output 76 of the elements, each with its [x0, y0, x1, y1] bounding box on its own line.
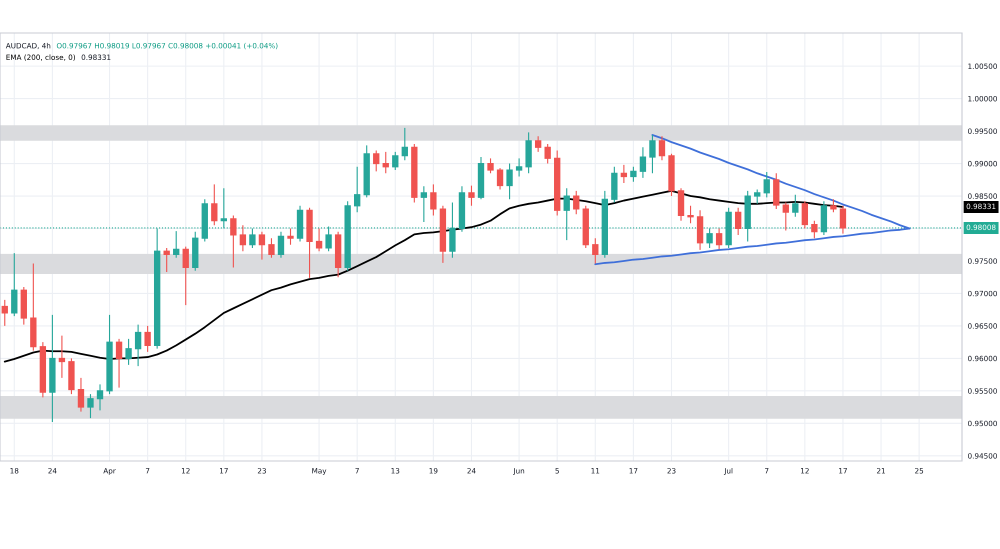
candlestick	[754, 188, 760, 204]
candlestick	[58, 335, 66, 378]
candlestick	[316, 228, 322, 252]
candlestick	[468, 185, 475, 206]
candlestick	[496, 168, 504, 190]
candlestick	[2, 299, 8, 326]
candlestick	[478, 156, 484, 200]
candlestick	[20, 286, 27, 326]
candlestick	[78, 377, 84, 412]
candlestick	[96, 384, 104, 411]
candlestick	[134, 324, 142, 367]
candlestick	[364, 144, 370, 198]
line-series	[4, 190, 844, 363]
candlestick	[249, 228, 256, 249]
candlestick	[630, 166, 637, 182]
candlestick	[544, 144, 551, 164]
candlestick	[211, 184, 218, 226]
candlestick	[430, 184, 437, 216]
candlestick	[716, 228, 722, 250]
candlestick	[306, 207, 313, 278]
candlestick	[534, 136, 542, 152]
candlestick	[687, 205, 694, 224]
candlestick	[582, 205, 589, 249]
candlestick	[182, 246, 189, 306]
candlestick	[116, 338, 122, 388]
candlestick	[287, 228, 294, 246]
candlestick	[830, 198, 837, 213]
candlestick	[240, 224, 246, 252]
candlestick	[402, 127, 408, 161]
candlestick	[373, 150, 380, 172]
candlestick	[230, 214, 237, 268]
candlestick	[420, 186, 428, 223]
candlestick	[516, 158, 522, 178]
candlestick	[334, 231, 342, 278]
candlestick	[144, 325, 151, 352]
candlestick	[173, 230, 180, 258]
candlestick	[764, 171, 770, 198]
candlestick	[354, 166, 360, 213]
candlestick	[40, 342, 46, 398]
candlestick	[840, 205, 846, 234]
candlestick	[649, 134, 656, 174]
candlestick	[592, 238, 598, 264]
candlestick	[106, 314, 113, 395]
candlestick	[773, 172, 780, 210]
candlestick	[411, 144, 418, 204]
candlestick	[392, 151, 398, 171]
candlestick	[811, 220, 818, 239]
candlestick	[49, 314, 56, 423]
candlestick	[258, 231, 266, 260]
candlestick	[30, 263, 37, 352]
candlestick	[792, 194, 798, 218]
candlestick	[525, 132, 532, 174]
candlestick	[125, 338, 132, 366]
candlestick	[268, 238, 275, 258]
candlestick	[640, 146, 646, 178]
candlestick	[611, 166, 618, 204]
candlestick	[278, 231, 284, 258]
candlestick	[487, 158, 494, 174]
candlestick	[658, 136, 666, 161]
candlestick	[554, 150, 560, 216]
candlestick	[506, 162, 513, 200]
candlestick	[620, 164, 628, 184]
candlestick	[573, 190, 580, 215]
candlestick	[87, 394, 94, 419]
candlestick	[68, 358, 75, 395]
candlestick	[668, 153, 675, 197]
candlestick	[734, 207, 742, 236]
candlestick	[782, 202, 789, 231]
candlestick	[164, 247, 170, 273]
candlestick	[802, 200, 808, 230]
candlestick	[678, 188, 684, 222]
candlestick	[382, 151, 389, 174]
candlestick	[11, 252, 18, 317]
candlestick	[696, 210, 704, 250]
candlestick	[192, 231, 198, 272]
candlestick	[440, 205, 446, 264]
